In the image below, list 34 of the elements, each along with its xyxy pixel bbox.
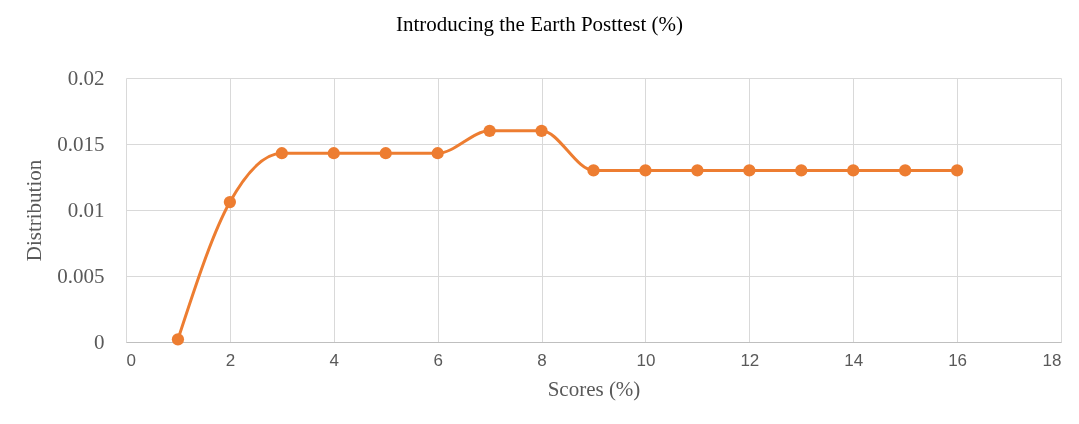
point [795,164,808,177]
point [275,147,288,160]
point [950,164,964,177]
x-tick-label: 2 [225,350,236,370]
point [639,164,652,177]
point [379,147,392,160]
x-tick-label: 12 [740,350,760,370]
point [587,164,600,177]
x-tick-label: 18 [1042,350,1062,370]
chart-title: Introducing the Earth Posttest (%) [396,12,683,36]
point [327,147,340,160]
x-tick-label: 0 [126,350,136,370]
x-tick-label: 6 [433,350,443,370]
point [743,164,756,177]
x-tick-label: 14 [844,350,864,370]
point [535,124,548,137]
point [691,164,704,177]
y-tick-label: 0 [94,329,105,354]
point [171,333,185,346]
y-tick-label: 0.02 [67,65,105,90]
y-axis-title: Distribution [22,159,47,262]
point [899,164,912,177]
point [223,195,237,209]
x-tick-label: 16 [948,350,968,370]
x-tick-label: 8 [537,350,547,370]
y-tick-label: 0.01 [67,197,105,222]
y-tick-label: 0.015 [57,131,105,156]
x-axis-title: Scores (%) [547,376,641,401]
x-tick-label: 10 [636,350,656,370]
x-tick-label: 4 [329,350,340,370]
point [431,147,444,160]
point [847,164,860,177]
y-tick-label: 0.005 [57,263,105,288]
point [483,124,496,137]
